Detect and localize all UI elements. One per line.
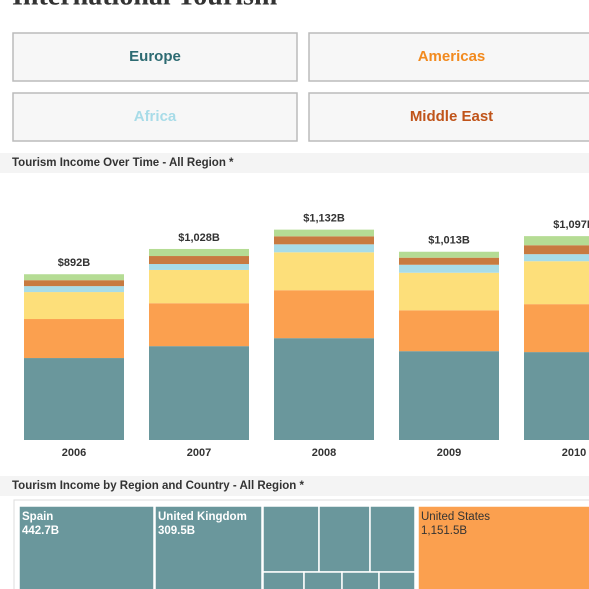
treemap-value: 309.5B [158, 525, 195, 537]
bar-segment [524, 245, 589, 255]
treemap-cell [303, 571, 343, 589]
total-label: $892B [58, 257, 90, 269]
treemap-cell [262, 571, 305, 589]
bar-segment [24, 280, 124, 287]
filter-button[interactable] [12, 92, 298, 142]
total-label: $1,013B [428, 235, 470, 247]
bar-segment [399, 257, 499, 265]
treemap-cell [262, 505, 320, 573]
filter-button[interactable] [12, 32, 298, 82]
bar-segment [274, 338, 374, 440]
bar-segment [399, 251, 499, 258]
treemap-cell [378, 571, 416, 589]
treemap-name: Spain [22, 511, 53, 523]
filter-button-label[interactable]: Africa [134, 108, 177, 125]
filter-button[interactable] [308, 92, 589, 142]
treemap-cell [154, 505, 263, 589]
section-band [0, 476, 589, 496]
page-title: International Tourism [12, 0, 277, 11]
treemap-value: 442.7B [22, 525, 59, 537]
bar-segment [24, 319, 124, 359]
x-tick-label: 2010 [562, 447, 586, 459]
treemap-value: 1,151.5B [421, 525, 467, 537]
x-tick-label: 2006 [62, 447, 86, 459]
treemap-cell [18, 505, 155, 589]
bar-segment [399, 264, 499, 273]
treemap-small-cells [262, 505, 416, 589]
section-band [0, 153, 589, 173]
bar-segment [399, 310, 499, 352]
treemap-cell [318, 505, 371, 573]
x-tick-label: 2008 [312, 447, 336, 459]
section-title: Tourism Income by Region and Country - A… [12, 480, 305, 492]
bar-segment [274, 252, 374, 291]
bar-segment [149, 248, 249, 257]
filter-button-label[interactable]: Europe [129, 48, 181, 65]
bar-segment [149, 303, 249, 347]
bar-segment [24, 292, 124, 320]
bar-segment [524, 261, 589, 305]
bar-segment [24, 358, 124, 440]
bar-segment [274, 290, 374, 339]
bar-segment [524, 254, 589, 262]
bar-segment [274, 229, 374, 237]
bar-segment [149, 264, 249, 270]
bar-segment [24, 286, 124, 293]
total-label: $1,132B [303, 213, 345, 225]
bar-segment [399, 272, 499, 311]
bar-segment [24, 274, 124, 281]
treemap-cell [417, 505, 589, 589]
total-label: $1,097B [553, 219, 589, 231]
treemap-cell [369, 505, 416, 573]
x-tick-label: 2009 [437, 447, 461, 459]
bar-segment [274, 236, 374, 245]
treemap-name: United Kingdom [158, 511, 247, 523]
total-label: $1,028B [178, 232, 220, 244]
bar-segment [149, 346, 249, 440]
bar-segment [149, 269, 249, 304]
filter-button-label[interactable]: Americas [418, 48, 486, 65]
bar-segment [399, 351, 499, 440]
treemap-cell [341, 571, 380, 589]
filter-button[interactable] [308, 32, 589, 82]
treemap-name: United States [421, 511, 490, 523]
bar-segment [149, 256, 249, 265]
bar-segment [524, 304, 589, 353]
section-title: Tourism Income Over Time - All Region * [12, 157, 234, 169]
bar-segment [524, 236, 589, 246]
bar-segment [274, 244, 374, 253]
bar-segment [524, 352, 589, 440]
x-tick-label: 2007 [187, 447, 211, 459]
filter-button-label[interactable]: Middle East [410, 108, 493, 125]
